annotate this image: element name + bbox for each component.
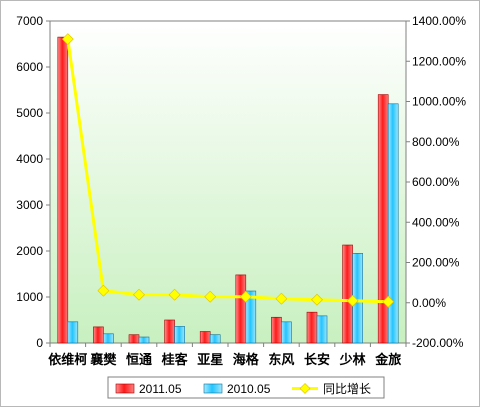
category-label-亚星: 亚星 (197, 352, 223, 367)
legend-marker-同比增长 (299, 383, 311, 394)
bar-2010.05-海格 (245, 290, 257, 344)
category-label-恒通: 恒通 (126, 352, 152, 367)
line-同比增长 (66, 38, 389, 304)
right-tick-label: 800.00% (412, 135, 460, 149)
left-tick-label: 1000 (16, 290, 43, 304)
bar-2011.05-依维柯 (57, 36, 69, 344)
category-label-襄樊: 襄樊 (89, 352, 117, 367)
right-tick-label: 400.00% (412, 215, 460, 229)
right-tick-label: -200.00% (412, 336, 464, 350)
legend-label-2011.05: 2011.05 (139, 382, 182, 396)
bar-2010.05-长安 (316, 315, 328, 344)
point-同比增长-襄樊 (97, 284, 110, 297)
point-同比增长-恒通 (133, 288, 145, 301)
left-tick-label: 6000 (16, 60, 43, 74)
left-tick-label: 5000 (16, 106, 43, 120)
category-label-少林: 少林 (339, 352, 366, 367)
legend-box (107, 376, 385, 399)
left-tick-label: 4000 (16, 152, 43, 166)
bar-2011.05-少林 (342, 244, 353, 344)
left-tick-label: 2000 (16, 244, 43, 258)
bar-2011.05-恒通 (128, 334, 140, 344)
category-label-金旅: 金旅 (374, 352, 401, 367)
right-tick-label: 1400.00% (412, 14, 466, 28)
point-同比增长-金旅 (382, 295, 395, 308)
category-label-桂客: 桂客 (161, 352, 189, 367)
legend-swatch-2010.05 (203, 383, 223, 394)
bar-2010.05-东风 (281, 321, 292, 344)
bar-2010.05-襄樊 (103, 333, 114, 344)
right-tick-label: 0.00% (412, 296, 446, 310)
bar-2010.05-亚星 (209, 334, 221, 344)
point-同比增长-海格 (239, 290, 252, 303)
bar-2011.05-东风 (271, 316, 282, 344)
bar-2011.05-桂客 (164, 319, 175, 344)
left-tick-label: 3000 (16, 198, 43, 212)
right-tick-label: 600.00% (412, 175, 460, 189)
category-label-东风: 东风 (268, 352, 294, 367)
category-label-海格: 海格 (233, 352, 260, 367)
right-tick-label: 1000.00% (412, 95, 466, 109)
left-tick-label: 0 (36, 336, 43, 350)
bar-2011.05-亚星 (199, 331, 211, 344)
left-tick-label: 7000 (16, 14, 43, 28)
legend-label-同比增长: 同比增长 (323, 382, 371, 396)
category-label-依维柯: 依维柯 (48, 352, 87, 367)
legend-swatch-2011.05 (115, 383, 135, 394)
bar-2011.05-海格 (235, 274, 247, 344)
bar-2010.05-金旅 (387, 103, 399, 344)
point-同比增长-长安 (311, 293, 323, 306)
right-tick-label: 1200.00% (412, 54, 466, 68)
bar-2011.05-襄樊 (93, 326, 104, 344)
legend-label-2010.05: 2010.05 (227, 382, 271, 396)
bar-2010.05-桂客 (174, 326, 185, 344)
category-label-长安: 长安 (304, 352, 330, 367)
point-同比增长-依维柯 (61, 33, 74, 46)
point-同比增长-少林 (346, 294, 359, 307)
point-同比增长-桂客 (168, 288, 181, 301)
bar-2010.05-恒通 (138, 336, 150, 344)
point-同比增长-东风 (275, 292, 288, 305)
point-同比增长-亚星 (204, 290, 217, 303)
bar-2011.05-长安 (306, 311, 318, 344)
bar-2010.05-依维柯 (67, 321, 79, 344)
right-tick-label: 200.00% (412, 256, 460, 270)
